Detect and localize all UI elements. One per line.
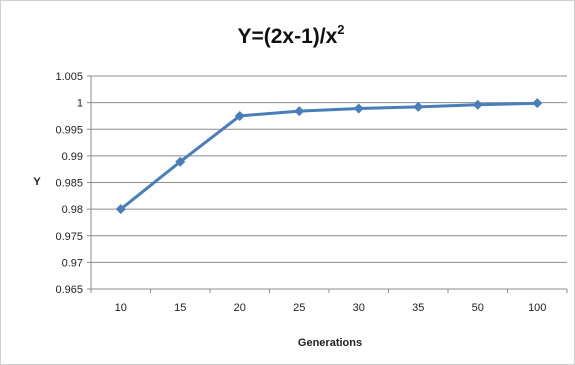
y-tick-label: 0.985 <box>55 178 83 190</box>
series-line <box>119 101 538 211</box>
data-point <box>115 204 126 215</box>
series <box>115 98 543 215</box>
data-point <box>472 99 483 110</box>
axes <box>87 75 568 293</box>
x-tick-label: 100 <box>528 302 546 314</box>
y-tick-label: 0.99 <box>62 151 83 163</box>
y-tick-label: 0.98 <box>62 204 83 216</box>
x-axis-title: Generations <box>298 337 362 349</box>
x-tick-label: 30 <box>353 302 365 314</box>
x-tick-label: 35 <box>412 302 424 314</box>
x-tick-label: 25 <box>293 302 305 314</box>
data-point <box>532 98 543 109</box>
y-tick-label: 0.965 <box>55 284 83 296</box>
data-point <box>294 106 305 117</box>
chart-title: Y=(2x-1)/x2 <box>237 22 344 48</box>
y-tick-labels: 0.965 0.97 0.975 0.98 0.985 0.99 0.995 1 1.005 <box>55 71 83 296</box>
y-tick-label: 0.975 <box>55 231 83 243</box>
y-tick-label: 1.005 <box>55 71 83 83</box>
y-tick-label: 1 <box>77 98 83 110</box>
gridlines <box>91 75 567 290</box>
y-tick-label: 0.97 <box>62 257 83 269</box>
x-tick-label: 20 <box>234 302 246 314</box>
x-tick-label: 15 <box>174 302 186 314</box>
x-tick-labels: 10 15 20 25 30 35 50 100 <box>115 302 547 314</box>
data-point <box>413 101 424 112</box>
x-tick-label: 10 <box>115 302 127 314</box>
data-point <box>353 103 364 114</box>
data-point <box>234 110 245 121</box>
y-axis-title: Y <box>33 176 41 188</box>
data-point <box>175 156 186 167</box>
x-tick-label: 50 <box>472 302 484 314</box>
y-tick-label: 0.995 <box>55 124 83 136</box>
